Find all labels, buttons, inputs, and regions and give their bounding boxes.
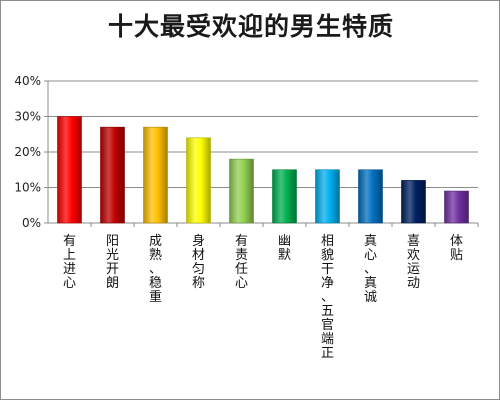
x-tick-label-0: 有上进心	[63, 234, 76, 291]
bars	[57, 116, 469, 224]
y-tick-label: 20%	[14, 145, 41, 159]
y-tick-label: 0%	[22, 216, 41, 230]
x-tick-label-3: 身材匀称	[192, 233, 205, 291]
y-tick-label: 10%	[14, 181, 41, 195]
bar-7	[358, 169, 383, 224]
bar-0	[57, 116, 82, 224]
y-tick-label: 30%	[14, 110, 41, 124]
bar-4	[229, 158, 254, 224]
x-tick-label-7: 真心、真诚	[364, 234, 377, 305]
bar-3	[186, 137, 211, 224]
x-tick-label-1: 阳光开朗	[106, 234, 119, 291]
bar-5	[272, 169, 297, 224]
x-tick-label-8: 喜欢运动	[407, 234, 420, 291]
x-tick-label-5: 幽默	[278, 234, 291, 263]
x-tick-label-6: 相貌干净、五官端正	[321, 234, 334, 361]
bar-1	[100, 126, 125, 224]
bar-6	[315, 169, 340, 224]
x-tick-label-9: 体贴	[450, 234, 463, 263]
y-tick-labels: 0% 10% 20% 30% 40%	[14, 74, 41, 230]
x-tick-label-2: 成熟、稳重	[149, 234, 162, 305]
bar-8	[401, 180, 426, 224]
bar-2	[143, 126, 168, 224]
x-tick-label-4: 有责任心	[235, 234, 248, 291]
chart-title: 十大最受欢迎的男生特质	[107, 12, 394, 41]
x-category-labels: 有上进心 阳光开朗 成熟、稳重 身材匀称 有责任心 幽默 相貌干净、五官端正 真心、真诚 喜欢运…	[63, 233, 463, 361]
y-tick-label: 40%	[14, 74, 41, 88]
bar-9	[444, 190, 469, 224]
